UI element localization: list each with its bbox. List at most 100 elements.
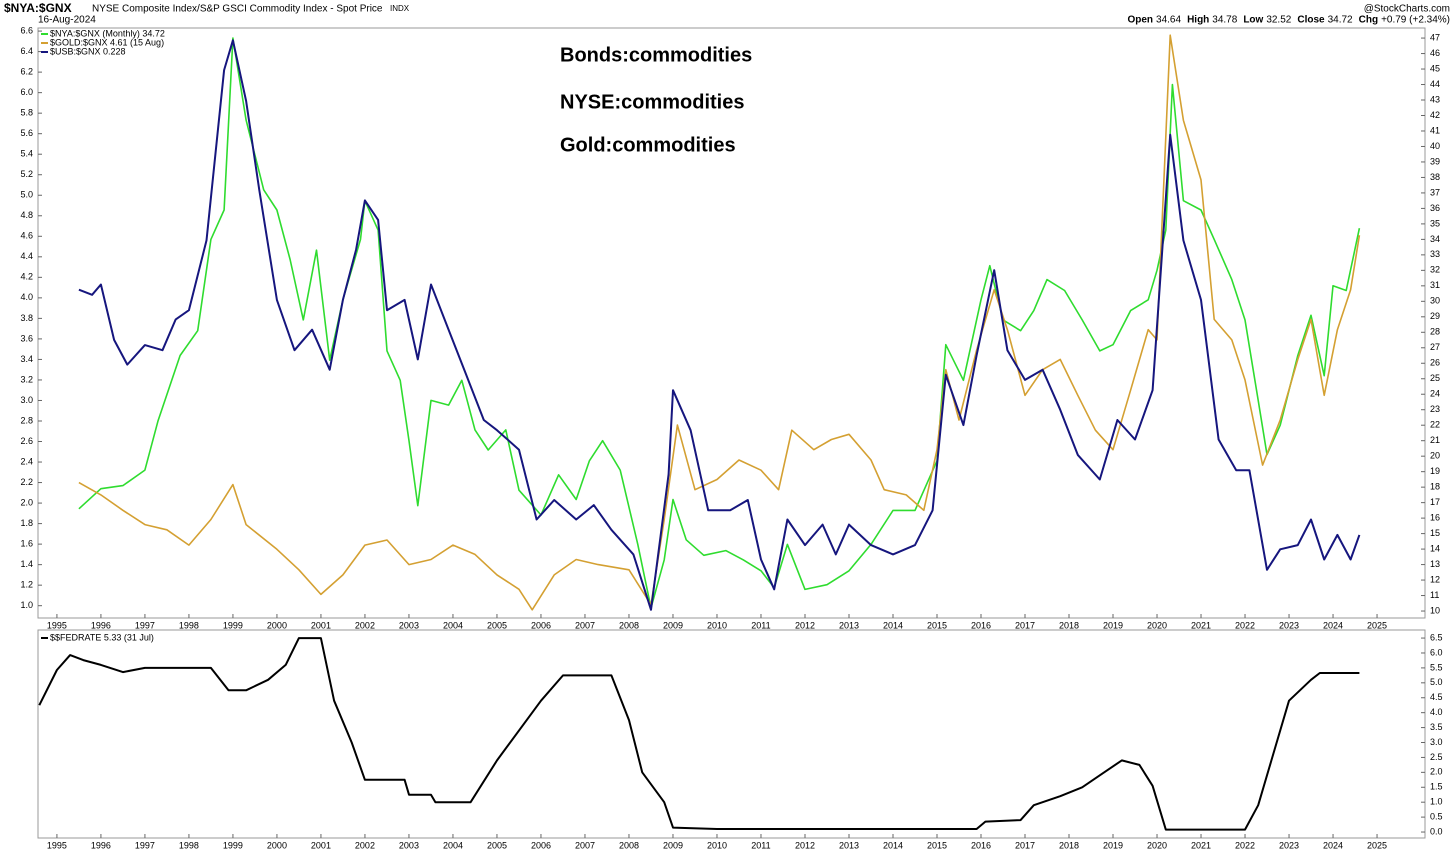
- x-tick-label: 1996: [91, 840, 111, 850]
- y-tick-label: 1.6: [20, 538, 33, 548]
- y-tick-label: 2.8: [20, 415, 33, 425]
- y2-tick-label: 10: [1430, 605, 1440, 615]
- x-tick-label: 1995: [47, 840, 67, 850]
- top-panel-frame: [37, 27, 1426, 619]
- y-tick-label: 6.2: [20, 66, 33, 76]
- y2-tick-label: 35: [1430, 218, 1440, 228]
- y2-tick-label: 22: [1430, 420, 1440, 430]
- y2-tick-label: 31: [1430, 280, 1440, 290]
- series-line: [78, 37, 1361, 609]
- ohlc-value: 34.78: [1212, 15, 1237, 26]
- legend-label: $USB:$GNX 0.228: [50, 46, 126, 56]
- y2-tick-label: 19: [1430, 466, 1440, 476]
- x-tick-label: 1998: [179, 840, 199, 850]
- x-tick-label: 2013: [839, 620, 859, 630]
- x-tick-label: 2011: [751, 620, 770, 630]
- ohlc-label: Close: [1297, 15, 1325, 26]
- x-tick-label: 2016: [971, 620, 991, 630]
- y2-tick-label: 23: [1430, 404, 1440, 414]
- x-tick-label: 1999: [223, 840, 243, 850]
- x-tick-label: 2008: [619, 840, 639, 850]
- x-tick-label: 1996: [91, 620, 111, 630]
- x-tick-label: 2015: [927, 840, 947, 850]
- series-line: [78, 39, 1361, 611]
- y-tick-label: 6.0: [1430, 647, 1443, 657]
- y-tick-label: 4.0: [20, 292, 33, 302]
- x-tick-label: 2007: [575, 620, 595, 630]
- y-tick-label: 2.4: [20, 456, 33, 466]
- x-tick-label: 2025: [1367, 840, 1387, 850]
- y-tick-label: 5.6: [20, 128, 33, 138]
- x-tick-label: 2010: [707, 620, 727, 630]
- exchange: INDX: [390, 4, 410, 13]
- y-tick-label: 4.8: [20, 210, 33, 220]
- x-tick-label: 2014: [883, 620, 903, 630]
- y2-tick-label: 43: [1430, 94, 1440, 104]
- x-tick-label: 2020: [1147, 840, 1167, 850]
- annotation: NYSE:commodities: [560, 91, 744, 113]
- ohlc-value: 34.64: [1156, 15, 1181, 26]
- ohlc-value: 34.72: [1328, 15, 1353, 26]
- y-tick-label: 6.6: [20, 25, 33, 35]
- x-tick-label: 1998: [179, 620, 199, 630]
- x-tick-label: 2022: [1235, 620, 1255, 630]
- y-tick-label: 4.4: [20, 251, 33, 261]
- date: 16-Aug-2024: [38, 15, 96, 26]
- y-tick-label: 3.5: [1430, 722, 1443, 732]
- x-tick-label: 2003: [399, 840, 419, 850]
- y-tick-label: 3.4: [20, 354, 33, 364]
- y2-tick-label: 29: [1430, 311, 1440, 321]
- y2-tick-label: 42: [1430, 110, 1440, 120]
- x-tick-label: 2014: [883, 840, 903, 850]
- x-tick-label: 2012: [795, 620, 815, 630]
- annotation: Bonds:commodities: [560, 44, 752, 66]
- x-tick-label: 2013: [839, 840, 859, 850]
- x-tick-label: 2009: [663, 620, 683, 630]
- y2-tick-label: 39: [1430, 156, 1440, 166]
- x-tick-label: 2004: [443, 840, 463, 850]
- x-tick-label: 2017: [1015, 620, 1035, 630]
- x-tick-label: 2002: [355, 620, 375, 630]
- y2-tick-label: 46: [1430, 48, 1440, 58]
- x-tick-label: 1995: [47, 620, 67, 630]
- x-tick-label: 2000: [267, 620, 287, 630]
- x-tick-label: 2008: [619, 620, 639, 630]
- y2-tick-label: 34: [1430, 234, 1440, 244]
- y2-tick-label: 13: [1430, 559, 1440, 569]
- x-tick-label: 2023: [1279, 840, 1299, 850]
- x-tick-label: 2025: [1367, 620, 1387, 630]
- annotation: Gold:commodities: [560, 134, 736, 156]
- y-tick-label: 4.2: [20, 272, 33, 282]
- x-tick-label: 2021: [1191, 840, 1211, 850]
- y2-tick-label: 40: [1430, 141, 1440, 151]
- description: NYSE Composite Index/S&P GSCI Commodity …: [92, 4, 383, 15]
- source: @StockCharts.com: [1364, 4, 1450, 15]
- y-tick-label: 3.6: [20, 333, 33, 343]
- x-tick-label: 2021: [1191, 620, 1211, 630]
- ohlc-label: Open: [1127, 15, 1153, 26]
- bottom-panel-frame: [37, 629, 1426, 839]
- legend-label: $$FEDRATE 5.33 (31 Jul): [50, 632, 154, 642]
- y-tick-label: 2.0: [20, 497, 33, 507]
- x-tick-label: 2001: [311, 840, 331, 850]
- x-tick-label: 2019: [1103, 840, 1123, 850]
- y-tick-label: 5.5: [1430, 662, 1443, 672]
- legend-label: $GOLD:$GNX 4.61 (15 Aug): [50, 37, 164, 47]
- y2-tick-label: 41: [1430, 125, 1440, 135]
- x-tick-label: 1999: [223, 620, 243, 630]
- x-tick-label: 2024: [1323, 840, 1343, 850]
- y-tick-label: 2.2: [20, 477, 33, 487]
- x-tick-label: 1997: [135, 620, 155, 630]
- y2-tick-label: 33: [1430, 249, 1440, 259]
- x-tick-label: 2016: [971, 840, 991, 850]
- legend-label: $NYA:$GNX (Monthly) 34.72: [50, 28, 165, 38]
- y2-tick-label: 45: [1430, 63, 1440, 73]
- y-tick-label: 6.4: [20, 46, 33, 56]
- ohlc: Open 34.64 High 34.78 Low 32.52 Close 34.72 Chg +…: [1127, 15, 1450, 26]
- y-tick-label: 4.0: [1430, 707, 1443, 717]
- ohlc-value: 32.52: [1266, 15, 1291, 26]
- x-tick-label: 2006: [531, 620, 551, 630]
- ohlc-label: Low: [1243, 15, 1263, 26]
- y2-tick-label: 26: [1430, 358, 1440, 368]
